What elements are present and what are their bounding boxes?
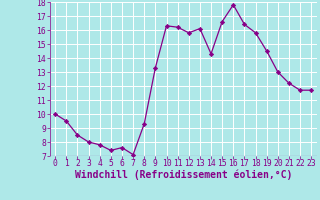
X-axis label: Windchill (Refroidissement éolien,°C): Windchill (Refroidissement éolien,°C) — [75, 170, 292, 180]
